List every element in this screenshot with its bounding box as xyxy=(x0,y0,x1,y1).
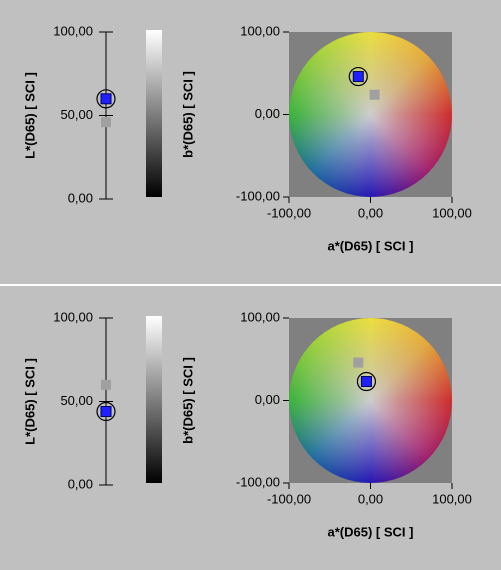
point xyxy=(100,406,112,418)
y-tick-label: -100,00 xyxy=(236,188,280,203)
y-tick-label: 50,00 xyxy=(60,393,93,408)
point xyxy=(100,93,112,105)
y-axis-label: L*(D65) [ SCI ] xyxy=(22,358,37,445)
y-axis-label: b*(D65) [ SCI ] xyxy=(180,357,195,444)
point xyxy=(353,357,364,368)
x-tick-label: 100,00 xyxy=(432,205,472,220)
x-tick-label: 0,00 xyxy=(358,491,383,506)
x-tick-label: -100,00 xyxy=(267,205,311,220)
x-tick-label: 100,00 xyxy=(432,491,472,506)
y-tick-label: 0,00 xyxy=(255,392,280,407)
y-tick-label: 100,00 xyxy=(53,23,93,38)
y-tick-label: 50,00 xyxy=(60,107,93,122)
highlight-ring xyxy=(356,371,377,392)
y-tick-label: -100,00 xyxy=(236,474,280,489)
point xyxy=(101,379,111,390)
y-tick-label: 0,00 xyxy=(255,106,280,121)
y-axis-label: b*(D65) [ SCI ] xyxy=(180,71,195,158)
highlight-ring xyxy=(96,89,116,109)
x-tick-label: -100,00 xyxy=(267,491,311,506)
y-tick-label: 0,00 xyxy=(68,476,93,491)
lightness-gradient xyxy=(146,30,162,197)
x-axis-label: a*(D65) [ SCI ] xyxy=(328,524,414,539)
x-tick-label: 0,00 xyxy=(358,205,383,220)
y-tick-label: 0,00 xyxy=(68,190,93,205)
y-tick-label: 100,00 xyxy=(240,309,280,324)
color-wheel xyxy=(289,32,452,197)
point xyxy=(352,71,364,83)
y-axis-label: L*(D65) [ SCI ] xyxy=(22,72,37,159)
point xyxy=(360,376,372,388)
x-axis-label: a*(D65) [ SCI ] xyxy=(328,238,414,253)
lightness-gradient xyxy=(146,316,162,483)
point xyxy=(369,89,380,100)
highlight-ring xyxy=(96,401,116,422)
point xyxy=(101,117,111,128)
y-tick-label: 100,00 xyxy=(240,23,280,38)
y-tick-label: 100,00 xyxy=(53,309,93,324)
highlight-ring xyxy=(348,66,368,87)
color-wheel xyxy=(289,318,452,483)
